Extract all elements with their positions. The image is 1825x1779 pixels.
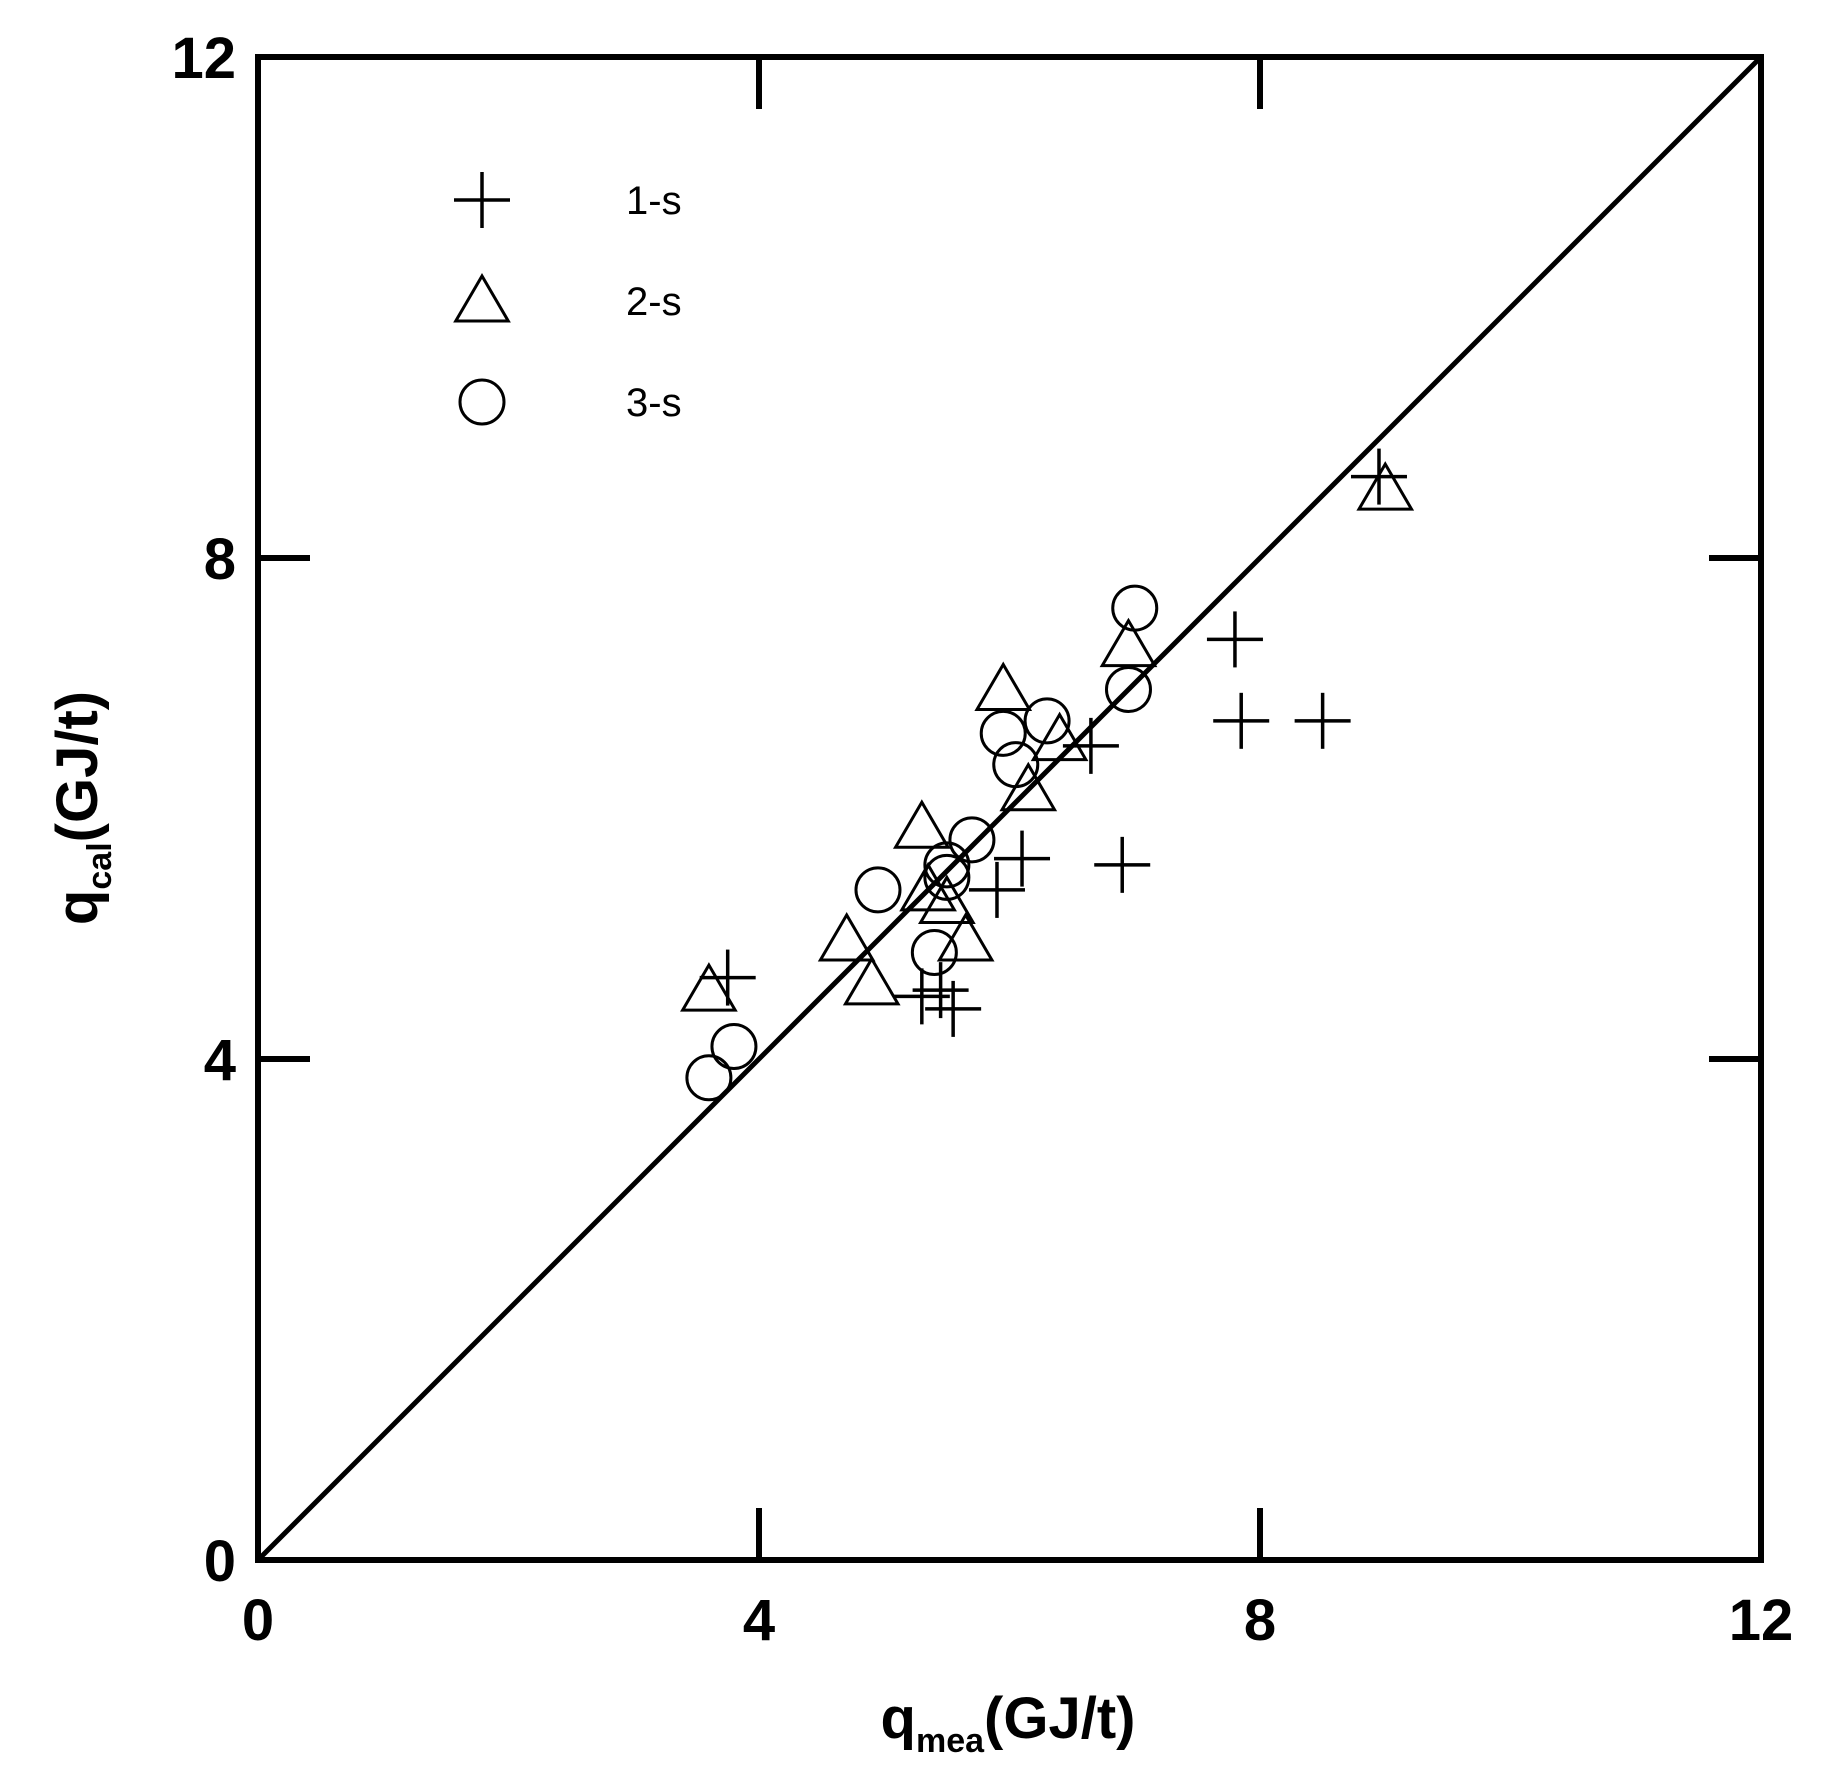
data-point-circle (854, 866, 902, 914)
data-point-plus (1094, 836, 1151, 893)
legend: 1-s 2-s 3-s (453, 172, 682, 426)
data-point-plus (1213, 692, 1270, 749)
data-point-circle (923, 853, 971, 901)
y-axis-title-unit: (GJ/t) (45, 691, 110, 842)
x-axis-title-unit: (GJ/t) (984, 1686, 1135, 1751)
y-axis-title-sub: cal (81, 842, 119, 889)
data-point-triangle (817, 912, 876, 962)
data-point-triangle (936, 912, 995, 962)
x-tick-label: 8 (1244, 1588, 1276, 1653)
data-point-plus (1062, 717, 1119, 774)
data-point-circle (1023, 697, 1071, 745)
x-axis-title: qmea(GJ/t) (881, 1686, 1136, 1760)
y-tick-label: 12 (171, 26, 236, 91)
legend-label: 1-s (626, 179, 682, 223)
data-point-circle (910, 929, 958, 977)
data-point-plus (1294, 692, 1351, 749)
y-tick-label: 8 (204, 527, 236, 592)
legend-plus-icon (454, 172, 510, 228)
data-point-triangle (974, 661, 1033, 712)
data-point-circle (685, 1054, 733, 1102)
data-point-triangle (680, 962, 738, 1012)
data-point-circle (948, 816, 996, 864)
data-point-circle (1111, 584, 1159, 632)
data-point-plus (925, 980, 982, 1037)
plot-frame (255, 54, 1764, 1563)
legend-label: 2-s (626, 280, 682, 324)
data-point-triangle (892, 799, 951, 849)
legend-circle-icon (458, 378, 506, 426)
data-point-circle (979, 709, 1027, 757)
data-point-plus (968, 861, 1025, 918)
data-point-circle (992, 741, 1040, 789)
x-tick-label: 0 (242, 1588, 274, 1653)
y-tick-label: 0 (204, 1529, 236, 1594)
data-point-circle (1104, 666, 1152, 714)
data-point-triangle (918, 874, 976, 924)
x-tick-label: 4 (743, 1588, 775, 1653)
x-axis-title-sub: mea (916, 1722, 985, 1760)
y-axis-title: qcal(GJ/t) (45, 691, 119, 925)
data-point-triangle (842, 955, 901, 1006)
data-point-triangle (1099, 617, 1158, 668)
legend-label: 3-s (626, 381, 682, 425)
legend-triangle-icon (453, 273, 511, 323)
data-point-circle (923, 841, 971, 889)
data-point-plus (1206, 611, 1263, 668)
data-point-plus (994, 830, 1051, 887)
y-tick-label: 4 (204, 1028, 236, 1093)
y-axis-title-main: q (45, 890, 110, 925)
data-point-circle (710, 1022, 758, 1070)
data-point-triangle (1030, 711, 1089, 762)
x-axis-title-main: q (881, 1686, 916, 1751)
x-tick-label: 12 (1729, 1588, 1794, 1653)
data-point-triangle (1356, 461, 1415, 511)
